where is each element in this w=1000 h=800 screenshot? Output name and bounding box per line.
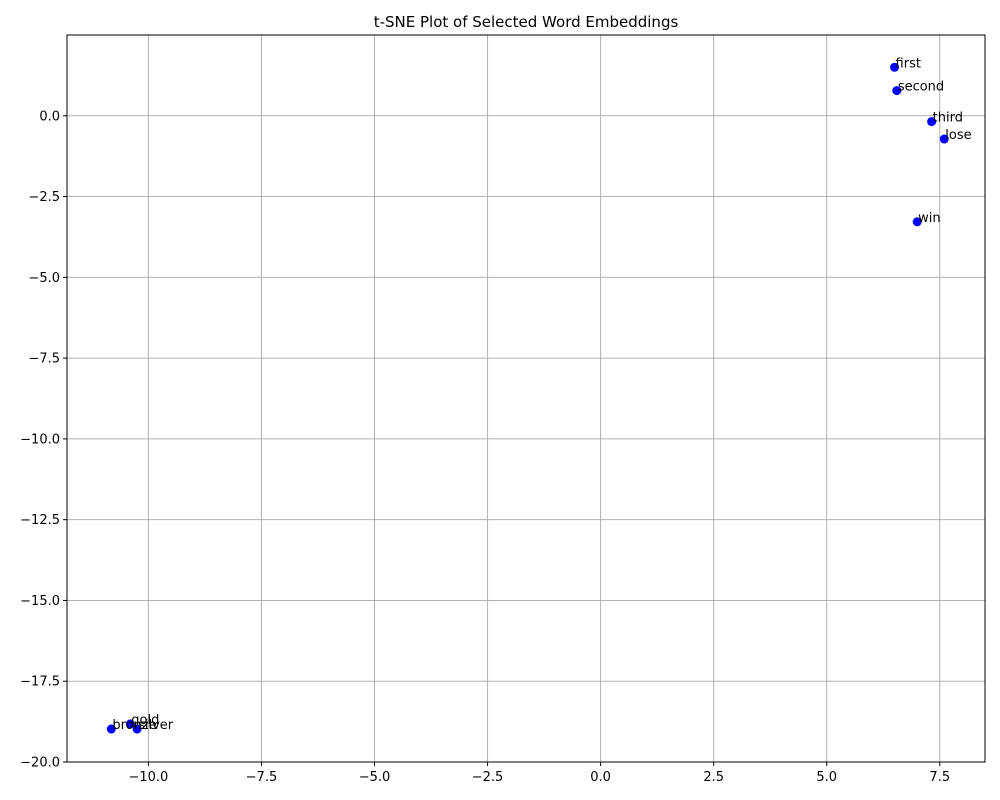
- data-point-win: [912, 217, 922, 227]
- y-tick-label: −17.5: [20, 675, 60, 690]
- x-tick-label: −7.5: [246, 770, 278, 785]
- point-label-second: second: [898, 80, 944, 95]
- chart-title: t-SNE Plot of Selected Word Embeddings: [374, 13, 679, 31]
- y-tick-label: −15.0: [20, 594, 60, 609]
- plot-frame: [66, 34, 986, 763]
- x-tick-label: 5.0: [816, 770, 837, 785]
- y-axis: 0.0 −2.5 −5.0 −7.5 −10.0 −12.5 −15.0 −17.5 −20.0: [20, 109, 67, 771]
- x-tick-label: 0.0: [590, 770, 611, 785]
- data-point-second: [892, 86, 902, 96]
- point-label-silver: silver: [138, 718, 174, 733]
- y-tick-label: −12.5: [20, 513, 60, 528]
- x-tick-label: 2.5: [703, 770, 724, 785]
- point-label-first: first: [896, 56, 921, 71]
- data-points: [106, 62, 949, 734]
- data-point-gold: [125, 719, 135, 729]
- y-tick-label: −5.0: [28, 271, 60, 286]
- point-label-gold: gold: [131, 713, 159, 728]
- data-point-lose: [939, 134, 949, 144]
- y-tick-label: 0.0: [39, 109, 60, 124]
- point-label-third: third: [933, 111, 963, 126]
- point-label-lose: lose: [945, 128, 971, 143]
- x-tick-label: −5.0: [359, 770, 391, 785]
- data-point-first: [890, 62, 900, 72]
- data-point-third: [927, 117, 937, 127]
- point-label-bronze: bronze: [112, 718, 156, 733]
- data-point-bronze: [106, 724, 116, 734]
- y-tick-label: −7.5: [28, 352, 60, 367]
- x-axis: −10.0 −7.5 −5.0 −2.5 0.0 2.5 5.0 7.5: [128, 762, 950, 785]
- point-label-win: win: [918, 211, 940, 226]
- y-tick-label: −10.0: [20, 432, 60, 447]
- x-tick-label: −2.5: [472, 770, 504, 785]
- y-tick-label: −2.5: [28, 190, 60, 205]
- x-tick-label: −10.0: [128, 770, 168, 785]
- x-tick-label: 7.5: [929, 770, 950, 785]
- grid: [67, 35, 985, 763]
- y-tick-label: −20.0: [20, 756, 60, 771]
- data-point-silver: [132, 724, 142, 734]
